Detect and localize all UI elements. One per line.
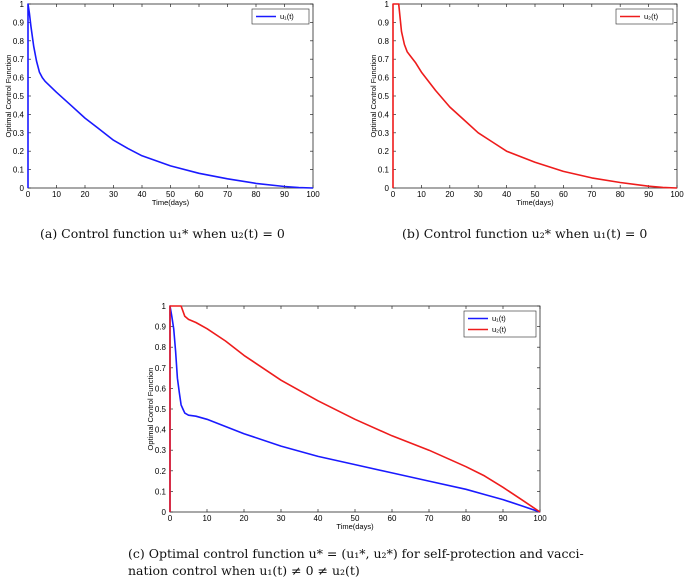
x-tick-label: 0 <box>26 190 31 199</box>
y-tick-label: 0.8 <box>155 343 167 352</box>
series-line-u1 <box>169 305 541 513</box>
y-tick-label: 0.5 <box>13 92 25 101</box>
y-tick-label: 0.7 <box>155 364 167 373</box>
series-line-u1 <box>27 3 314 189</box>
chart-c: 0 10 20 30 40 50 60 70 80 90 100 0 0.1 0.2 0.3 0.4 0.5 0.… <box>146 302 547 531</box>
chart-b: 0 10 20 30 40 50 60 70 80 90 100 0 0.1 0.2 0.3 0.4 0.5 0.… <box>369 0 684 207</box>
x-tick-label: 30 <box>474 190 483 199</box>
y-tick-label: 0.4 <box>155 426 167 435</box>
x-tick-label: 60 <box>559 190 568 199</box>
legend-label-u2: u₂(t) <box>644 12 659 21</box>
y-tick-label: 0.3 <box>13 129 25 138</box>
x-tick-label: 40 <box>314 514 323 523</box>
y-tick-label: 1 <box>20 0 25 9</box>
x-tick-label: 50 <box>351 514 360 523</box>
y-tick-label: 0.9 <box>13 18 25 27</box>
y-tick-label: 0.2 <box>155 467 167 476</box>
series-line-u2 <box>392 3 678 189</box>
y-tick-label: 0.8 <box>13 37 25 46</box>
y-tick-label: 1 <box>162 302 167 311</box>
x-tick-label: 60 <box>195 190 204 199</box>
y-tick-label: 0.9 <box>155 323 167 332</box>
y-tick-label: 0.1 <box>13 166 25 175</box>
x-tick-label: 50 <box>531 190 540 199</box>
y-tick-label: 0.1 <box>378 166 390 175</box>
y-tick-label: 0 <box>162 508 167 517</box>
caption-c-line1: (c) Optimal control function u* = (u₁*, … <box>128 546 584 561</box>
x-tick-label: 100 <box>533 514 547 523</box>
x-tick-label: 80 <box>252 190 261 199</box>
y-tick-label: 0.8 <box>378 37 390 46</box>
y-tick-label: 0.4 <box>13 110 25 119</box>
y-tick-label: 0.7 <box>13 55 25 64</box>
y-axis-label: Optimal Control Function <box>146 368 155 451</box>
legend-box <box>615 8 674 25</box>
x-tick-label: 40 <box>502 190 511 199</box>
y-axis-label: Optimal Control Function <box>369 55 378 138</box>
x-tick-label: 70 <box>223 190 232 199</box>
x-axis-label: Time(days) <box>516 198 554 207</box>
x-tick-label: 70 <box>587 190 596 199</box>
legend-box <box>463 310 537 338</box>
x-tick-label: 0 <box>168 514 173 523</box>
y-tick-label: 1 <box>385 0 390 9</box>
y-tick-label: 0.6 <box>155 384 167 393</box>
x-tick-label: 20 <box>240 514 249 523</box>
chart-a: 0 10 20 30 40 50 60 70 80 90 100 0 0.1 0.2 0.3 0.4 0.5 0.… <box>4 0 320 207</box>
x-axis-label: Time(days) <box>152 198 190 207</box>
x-tick-label: 30 <box>109 190 118 199</box>
series-line-u2 <box>169 305 541 513</box>
x-tick-label: 10 <box>52 190 61 199</box>
x-tick-label: 80 <box>462 514 471 523</box>
x-tick-label: 30 <box>277 514 286 523</box>
y-tick-label: 0.4 <box>378 110 390 119</box>
y-tick-label: 0.2 <box>378 147 390 156</box>
x-tick-label: 70 <box>425 514 434 523</box>
y-axis-label: Optimal Control Function <box>4 55 13 138</box>
x-tick-label: 90 <box>499 514 508 523</box>
x-tick-label: 10 <box>203 514 212 523</box>
x-tick-label: 100 <box>306 190 320 199</box>
y-tick-label: 0.9 <box>378 18 390 27</box>
x-tick-label: 100 <box>670 190 684 199</box>
y-tick-label: 0.5 <box>378 92 390 101</box>
x-tick-label: 20 <box>81 190 90 199</box>
y-tick-label: 0 <box>20 184 25 193</box>
x-tick-label: 80 <box>616 190 625 199</box>
x-tick-label: 90 <box>644 190 653 199</box>
caption-c-line2: nation control when u₁(t) ≠ 0 ≠ u₂(t) <box>128 563 360 578</box>
legend-label-u1: u₁(t) <box>280 12 294 21</box>
y-tick-label: 0.5 <box>155 405 167 414</box>
x-tick-label: 40 <box>138 190 147 199</box>
legend-box <box>251 8 310 25</box>
axes-box <box>392 3 678 189</box>
legend-label-u1: u₁(t) <box>492 314 506 323</box>
x-tick-label: 90 <box>280 190 289 199</box>
x-axis-label: Time(days) <box>336 522 374 531</box>
y-tick-label: 0.6 <box>378 74 390 83</box>
x-tick-label: 0 <box>391 190 396 199</box>
caption-b: (b) Control function u₂* when u₁(t) = 0 <box>402 226 648 241</box>
x-tick-label: 10 <box>417 190 426 199</box>
y-tick-label: 0.3 <box>378 129 390 138</box>
x-tick-label: 20 <box>445 190 454 199</box>
y-tick-label: 0.7 <box>378 55 390 64</box>
y-tick-label: 0.1 <box>155 487 167 496</box>
legend-label-u2: u₂(t) <box>492 325 507 334</box>
y-tick-label: 0 <box>385 184 390 193</box>
y-tick-label: 0.6 <box>13 74 25 83</box>
caption-a: (a) Control function u₁* when u₂(t) = 0 <box>40 226 285 241</box>
x-tick-label: 50 <box>166 190 175 199</box>
y-tick-label: 0.2 <box>13 147 25 156</box>
y-tick-label: 0.3 <box>155 446 167 455</box>
axes-box <box>27 3 314 189</box>
x-tick-label: 60 <box>388 514 397 523</box>
